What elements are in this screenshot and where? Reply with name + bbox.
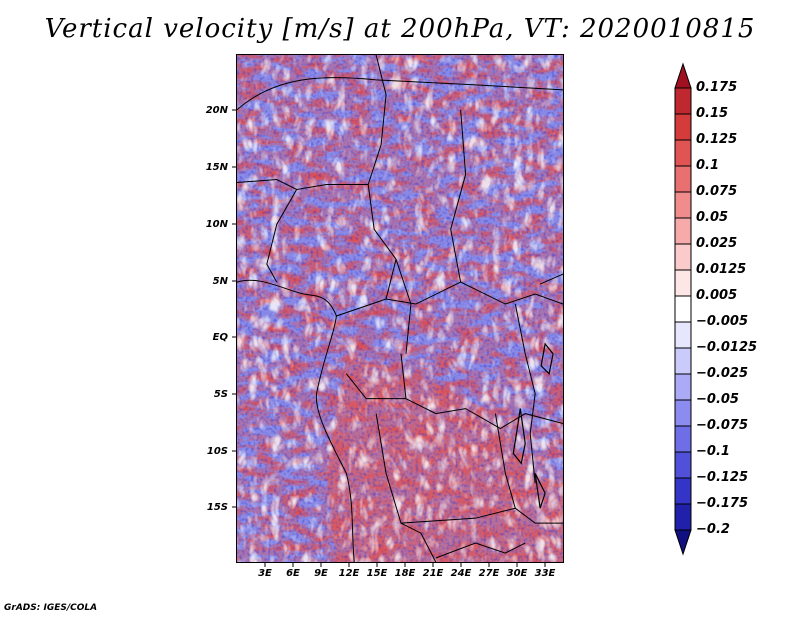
cb-label: −0.125 bbox=[696, 470, 749, 485]
cb-label: −0.05 bbox=[696, 392, 739, 407]
cb-label: −0.025 bbox=[696, 366, 749, 381]
cb-label: 0.0125 bbox=[696, 262, 747, 277]
lakes bbox=[512, 342, 554, 509]
colorbar-segment bbox=[674, 87, 692, 115]
cb-label: −0.075 bbox=[696, 418, 749, 433]
cb-label: 0.075 bbox=[696, 184, 738, 199]
colorbar-segment bbox=[674, 113, 692, 141]
cb-label: 0.005 bbox=[696, 288, 738, 303]
colorbar-segment bbox=[674, 295, 692, 323]
cb-label: 0.025 bbox=[696, 236, 738, 251]
lon-label-9e: 9E bbox=[314, 568, 328, 579]
field-white-bands bbox=[237, 55, 563, 562]
colorbar-segment bbox=[674, 165, 692, 193]
cb-label: 0.15 bbox=[696, 106, 729, 121]
colorbar-segment bbox=[674, 321, 692, 349]
chart-title: Vertical velocity [m/s] at 200hPa, VT: 2… bbox=[44, 14, 756, 44]
lon-label-12e: 12E bbox=[338, 568, 360, 579]
lat-label-20n: 20N bbox=[205, 105, 228, 116]
lat-label-5n: 5N bbox=[212, 276, 228, 287]
colorbar-max-arrow bbox=[674, 62, 692, 89]
colorbar-segment bbox=[674, 399, 692, 427]
colorbar-segment bbox=[674, 217, 692, 245]
lat-label-10s: 10S bbox=[206, 446, 228, 457]
lon-label-18e: 18E bbox=[394, 568, 416, 579]
colorbar-segment bbox=[674, 503, 692, 531]
lat-label-10n: 10N bbox=[205, 219, 228, 230]
lon-label-6e: 6E bbox=[286, 568, 300, 579]
lon-label-24e: 24E bbox=[450, 568, 472, 579]
lat-label-15n: 15N bbox=[205, 162, 228, 173]
map-panel bbox=[236, 54, 564, 563]
lon-label-21e: 21E bbox=[422, 568, 444, 579]
colorbar-segment bbox=[674, 347, 692, 375]
colorbar-segment bbox=[674, 373, 692, 401]
colorbar-segment bbox=[674, 139, 692, 167]
lon-label-33e: 33E bbox=[534, 568, 556, 579]
cb-label: 0.05 bbox=[696, 210, 729, 225]
cb-label: 0.1 bbox=[696, 158, 720, 173]
cb-label: 0.175 bbox=[696, 80, 738, 95]
lat-label-15s: 15S bbox=[206, 502, 228, 513]
colorbar-segment bbox=[674, 191, 692, 219]
lon-label-27e: 27E bbox=[478, 568, 500, 579]
colorbar-segment bbox=[674, 451, 692, 479]
colorbar-segment bbox=[674, 477, 692, 505]
lon-label-3e: 3E bbox=[258, 568, 272, 579]
lat-label-eq: EQ bbox=[212, 332, 228, 343]
cb-label: −0.175 bbox=[696, 496, 749, 511]
colorbar-min-arrow bbox=[674, 529, 692, 556]
lat-label-5s: 5S bbox=[213, 389, 228, 400]
footer-credit: GrADS: IGES/COLA bbox=[4, 603, 98, 613]
lon-label-15e: 15E bbox=[366, 568, 388, 579]
cb-label: −0.0125 bbox=[696, 340, 758, 355]
cb-label: −0.005 bbox=[696, 314, 749, 329]
cb-label: −0.1 bbox=[696, 444, 730, 459]
cb-label: 0.125 bbox=[696, 132, 738, 147]
vertical-velocity-field bbox=[237, 55, 563, 562]
lon-label-30e: 30E bbox=[506, 568, 528, 579]
coastlines-borders bbox=[237, 55, 563, 562]
cb-label: −0.2 bbox=[696, 522, 730, 537]
colorbar-segment bbox=[674, 269, 692, 297]
colorbar-segment bbox=[674, 243, 692, 271]
colorbar-segment bbox=[674, 425, 692, 453]
